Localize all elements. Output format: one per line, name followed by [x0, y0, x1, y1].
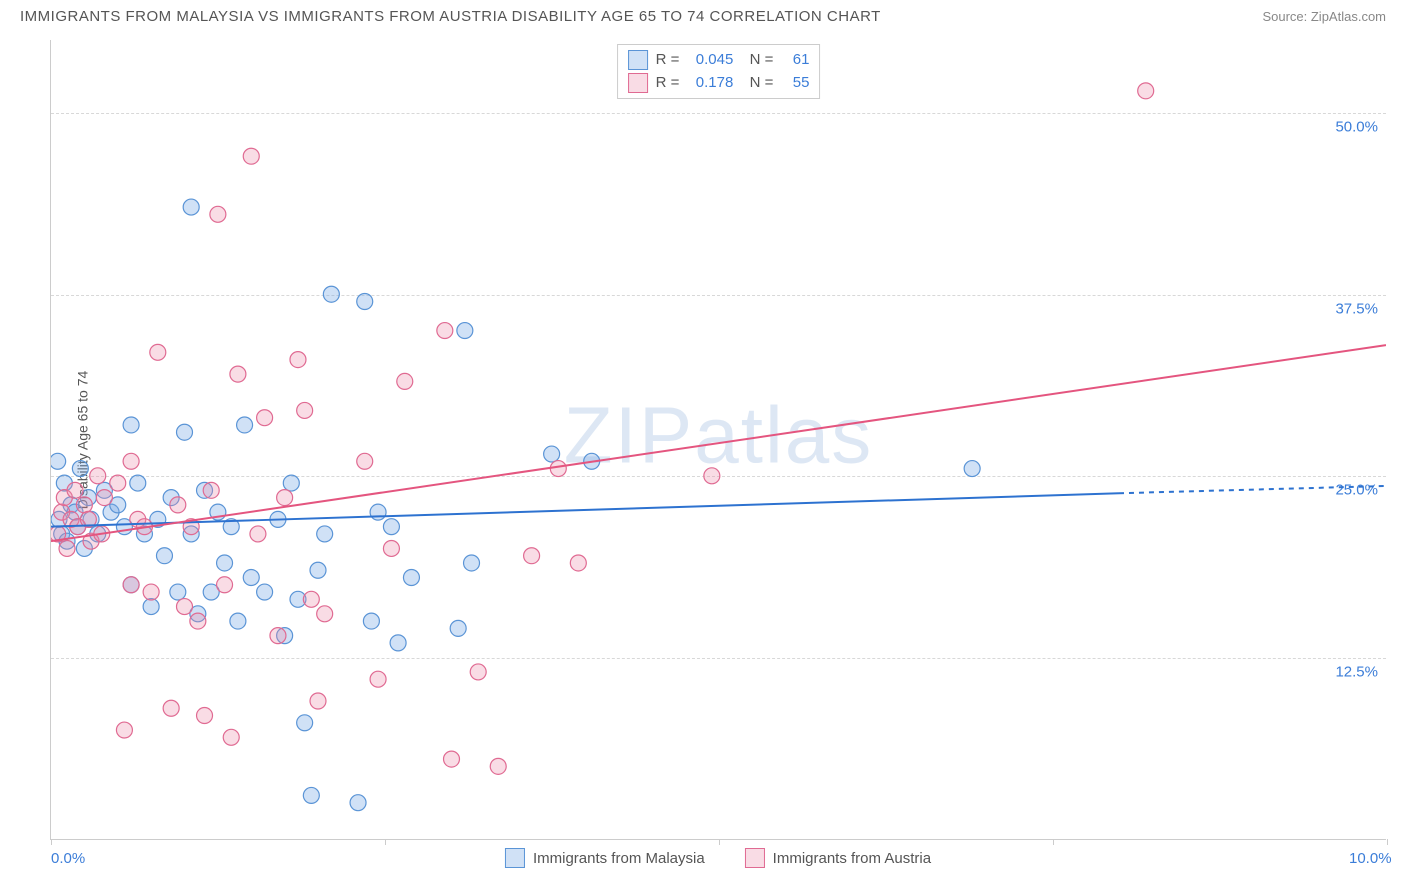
x-tick — [1387, 839, 1388, 845]
x-tick — [1053, 839, 1054, 845]
legend-stat-row: R = 0.178 N = 55 — [628, 72, 810, 95]
legend-swatch — [505, 848, 525, 868]
x-tick-label: 0.0% — [51, 850, 85, 867]
legend-swatch — [628, 73, 648, 93]
chart-source: Source: ZipAtlas.com — [1262, 9, 1386, 24]
scatter-plot-svg — [51, 40, 1386, 839]
x-tick — [51, 839, 52, 845]
x-tick — [719, 839, 720, 845]
legend-n-label: N = — [741, 72, 773, 95]
plot-area: Disability Age 65 to 74 ZIPatlas R =0.04… — [50, 40, 1386, 840]
legend-swatch — [628, 50, 648, 70]
legend-stat-row: R = 0.045 N = 61 — [628, 49, 810, 72]
legend-n-label: N = — [741, 49, 773, 72]
legend-swatch — [745, 848, 765, 868]
legend-r-label: R = — [656, 49, 680, 72]
chart-title: IMMIGRANTS FROM MALAYSIA VS IMMIGRANTS F… — [20, 8, 881, 25]
legend-stats-box: R = 0.045 N = 61 R = 0.178 N = 55 — [617, 44, 821, 99]
legend-series-item: Immigrants from Malaysia — [505, 848, 705, 868]
legend-r-value: 0.045 — [687, 49, 733, 72]
x-tick — [385, 839, 386, 845]
legend-r-label: R = — [656, 72, 680, 95]
legend-series-item: Immigrants from Austria — [745, 848, 931, 868]
legend-r-value: 0.178 — [687, 72, 733, 95]
legend-series-label: Immigrants from Austria — [773, 850, 931, 867]
x-tick-label: 10.0% — [1349, 850, 1392, 867]
legend-series-label: Immigrants from Malaysia — [533, 850, 705, 867]
chart-header: IMMIGRANTS FROM MALAYSIA VS IMMIGRANTS F… — [0, 0, 1406, 29]
legend-n-value: 55 — [781, 72, 809, 95]
legend-bottom: Immigrants from Malaysia Immigrants from … — [505, 848, 931, 868]
chart-container: Disability Age 65 to 74 ZIPatlas R =0.04… — [50, 40, 1386, 840]
legend-n-value: 61 — [781, 49, 809, 72]
